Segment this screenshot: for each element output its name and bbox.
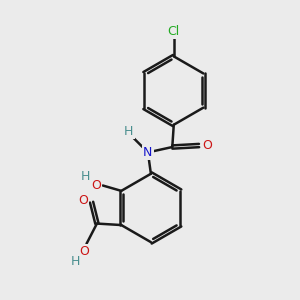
Text: O: O	[79, 245, 89, 258]
Text: Cl: Cl	[168, 25, 180, 38]
Text: O: O	[78, 194, 88, 207]
Text: H: H	[124, 125, 134, 138]
Text: H: H	[70, 255, 80, 268]
Text: H: H	[80, 169, 90, 182]
Text: O: O	[92, 179, 101, 192]
Text: N: N	[143, 146, 153, 159]
Text: O: O	[202, 139, 212, 152]
